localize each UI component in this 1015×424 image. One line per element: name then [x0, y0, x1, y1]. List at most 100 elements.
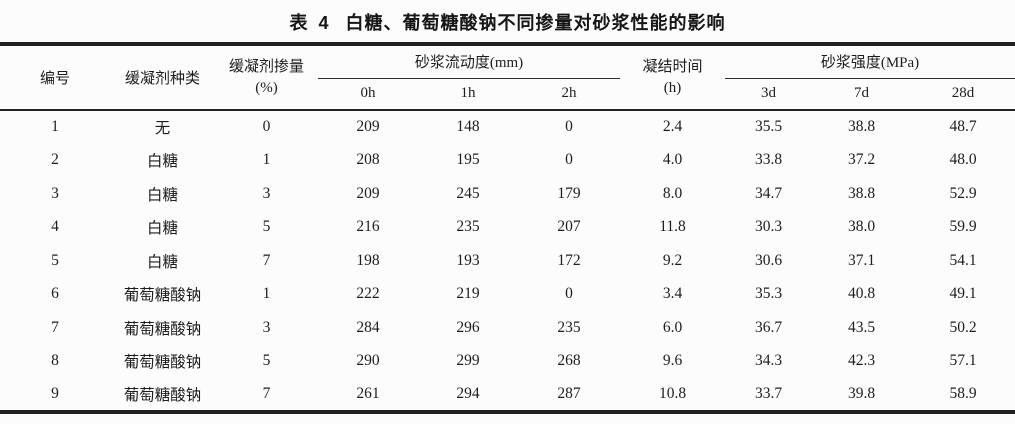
cell-id: 5: [51, 251, 59, 269]
cell-fluidity-1h: 195: [456, 151, 480, 169]
table-row: 3 白糖 3 209 245 179 8.0 34.7 38.8 52.9: [0, 177, 1015, 211]
cell-id: 4: [51, 218, 59, 236]
table-row: 9 葡萄糖酸钠 7 261 294 287 10.8 33.7 39.8 58.…: [0, 378, 1015, 412]
cell-dosage: 7: [262, 384, 271, 402]
cell-setting-time: 2.4: [662, 118, 683, 136]
cell-fluidity-0h: 222: [356, 285, 380, 303]
cell-strength-28d: 52.9: [949, 184, 977, 202]
cell-fluidity-2h: 0: [565, 151, 573, 169]
cell-setting-time: 10.8: [658, 384, 687, 402]
cell-strength-3d: 33.8: [754, 151, 783, 169]
table-row: 2 白糖 1 208 195 0 4.0 33.8 37.2 48.0: [0, 144, 1015, 178]
col-header-dosage: 缓凝剂掺量 (%): [215, 44, 318, 111]
cell-dosage: 3: [262, 184, 271, 202]
table-row: 6 葡萄糖酸钠 1 222 219 0 3.4 35.3 40.8 49.1: [0, 278, 1015, 312]
cell-fluidity-0h: 290: [356, 352, 380, 370]
cell-setting-time: 9.2: [662, 251, 683, 269]
cell-setting-time: 11.8: [659, 218, 686, 236]
cell-strength-7d: 39.8: [847, 384, 876, 402]
table-row: 5 白糖 7 198 193 172 9.2 30.6 37.1 54.1: [0, 244, 1015, 278]
cell-strength-7d: 42.3: [847, 352, 876, 370]
cell-retarder-type: 葡萄糖酸钠: [123, 320, 202, 338]
cell-fluidity-1h: 219: [456, 285, 480, 303]
cell-id: 3: [51, 184, 59, 202]
header-row-groups: 编号 缓凝剂种类 缓凝剂掺量 (%) 砂浆流动度(mm) 凝结时间 (h) 砂浆…: [0, 44, 1015, 111]
cell-strength-28d: 49.1: [949, 285, 977, 303]
cell-retarder-type: 白糖: [146, 220, 178, 238]
cell-strength-28d: 57.1: [949, 352, 977, 370]
col-header-setting-line2: (h): [663, 79, 682, 96]
table-title: 表 4 白糖、葡萄糖酸钠不同掺量对砂浆性能的影响: [0, 0, 1015, 42]
cell-strength-7d: 37.2: [847, 151, 876, 169]
cell-id: 2: [51, 151, 59, 169]
table-row: 8 葡萄糖酸钠 5 290 299 268 9.6 34.3 42.3 57.1: [0, 345, 1015, 379]
col-group-strength: 砂浆强度(MPa): [725, 44, 1015, 79]
cell-strength-3d: 35.5: [754, 118, 783, 136]
cell-setting-time: 9.6: [662, 352, 683, 370]
cell-retarder-type: 白糖: [146, 186, 178, 204]
cell-fluidity-2h: 235: [557, 318, 581, 336]
cell-strength-7d: 38.8: [847, 118, 876, 136]
cell-strength-28d: 50.2: [949, 318, 977, 336]
cell-id: 6: [51, 285, 59, 303]
col-header-28d: 28d: [911, 78, 1015, 111]
cell-retarder-type: 无: [154, 120, 171, 138]
table-number: 表 4: [289, 13, 332, 33]
cell-strength-3d: 33.7: [754, 384, 783, 402]
cell-id: 8: [51, 352, 59, 370]
col-header-id: 编号: [0, 44, 110, 111]
cell-fluidity-0h: 208: [356, 151, 380, 169]
cell-strength-28d: 59.9: [949, 218, 977, 236]
cell-strength-3d: 34.3: [754, 352, 783, 370]
col-header-1h: 1h: [418, 78, 518, 111]
table-row: 7 葡萄糖酸钠 3 284 296 235 6.0 36.7 43.5 50.2: [0, 311, 1015, 345]
cell-fluidity-2h: 179: [557, 184, 581, 202]
cell-dosage: 7: [262, 251, 271, 269]
cell-strength-3d: 30.6: [754, 251, 783, 269]
col-header-setting-line1: 凝结时间: [642, 58, 703, 75]
cell-strength-28d: 48.0: [949, 151, 977, 169]
cell-id: 1: [51, 118, 59, 136]
header-row-subcolumns: 0h 1h 2h 3d 7d 28d: [0, 78, 1015, 111]
col-header-setting-time: 凝结时间 (h): [620, 44, 725, 111]
cell-dosage: 0: [262, 118, 271, 136]
col-header-7d: 7d: [812, 78, 911, 111]
cell-fluidity-2h: 287: [557, 384, 581, 402]
cell-retarder-type: 白糖: [146, 153, 178, 171]
cell-retarder-type: 葡萄糖酸钠: [123, 354, 202, 372]
col-header-0h: 0h: [318, 78, 418, 111]
cell-fluidity-1h: 148: [456, 118, 480, 136]
cell-fluidity-0h: 261: [356, 384, 380, 402]
cell-strength-7d: 38.8: [847, 184, 876, 202]
col-header-2h: 2h: [518, 78, 620, 111]
cell-dosage: 3: [262, 318, 271, 336]
cell-id: 7: [51, 318, 59, 336]
cell-strength-3d: 34.7: [754, 184, 783, 202]
cell-strength-7d: 37.1: [847, 251, 876, 269]
cell-fluidity-1h: 193: [456, 251, 480, 269]
cell-fluidity-1h: 299: [456, 352, 480, 370]
cell-strength-3d: 30.3: [754, 218, 783, 236]
cell-fluidity-0h: 209: [356, 184, 380, 202]
cell-fluidity-2h: 268: [557, 352, 581, 370]
cell-setting-time: 6.0: [662, 318, 683, 336]
cell-fluidity-2h: 0: [565, 285, 573, 303]
col-group-fluidity: 砂浆流动度(mm): [318, 44, 620, 79]
col-header-retarder-type: 缓凝剂种类: [110, 44, 215, 111]
cell-setting-time: 3.4: [662, 285, 683, 303]
cell-retarder-type: 葡萄糖酸钠: [123, 287, 202, 305]
mortar-performance-table: 编号 缓凝剂种类 缓凝剂掺量 (%) 砂浆流动度(mm) 凝结时间 (h) 砂浆…: [0, 42, 1015, 414]
cell-dosage: 5: [262, 218, 271, 236]
cell-fluidity-1h: 294: [456, 384, 480, 402]
col-header-dosage-line2: (%): [255, 79, 278, 96]
table-title-text: 白糖、葡萄糖酸钠不同掺量对砂浆性能的影响: [345, 13, 726, 33]
cell-strength-7d: 38.0: [847, 218, 876, 236]
cell-fluidity-0h: 198: [356, 251, 380, 269]
cell-strength-3d: 35.3: [754, 285, 783, 303]
cell-retarder-type: 葡萄糖酸钠: [123, 386, 202, 404]
cell-fluidity-1h: 235: [456, 218, 480, 236]
col-header-3d: 3d: [725, 78, 812, 111]
cell-strength-7d: 40.8: [847, 285, 876, 303]
cell-strength-28d: 58.9: [949, 384, 977, 402]
cell-fluidity-2h: 207: [557, 218, 581, 236]
